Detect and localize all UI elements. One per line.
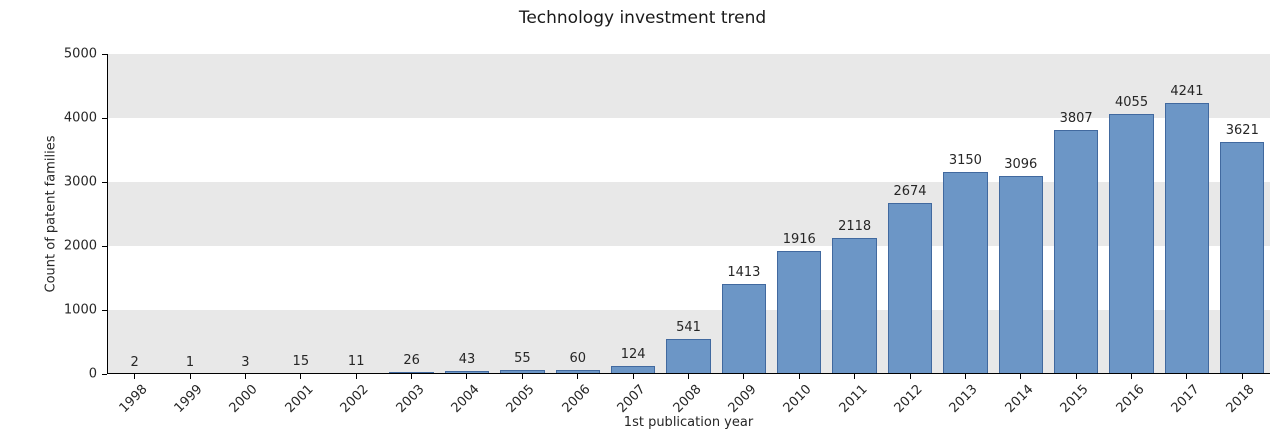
y-tick-label: 2000	[63, 238, 97, 254]
y-tick-mark	[102, 53, 107, 55]
x-tick-label: 2006	[559, 382, 594, 417]
bar	[1054, 130, 1099, 374]
x-tick-label: 2016	[1113, 382, 1148, 417]
x-tick-label: 2004	[448, 382, 483, 417]
bar-value-label: 26	[403, 353, 420, 369]
x-tick-mark	[688, 374, 689, 379]
bar	[1109, 114, 1154, 374]
bar	[777, 251, 822, 374]
bar-value-label: 15	[292, 354, 310, 370]
y-tick-label: 4000	[63, 110, 97, 126]
bar	[1220, 142, 1265, 374]
x-tick-label: 2013	[946, 382, 981, 417]
x-tick-mark	[134, 374, 136, 379]
bar	[998, 175, 1043, 374]
bar-value-label: 2	[130, 354, 139, 370]
chart-title: Technology investment trend	[518, 8, 767, 28]
x-tick-label: 2009	[725, 382, 760, 417]
bar-value-label: 2118	[838, 219, 872, 235]
x-tick-mark	[964, 374, 966, 379]
y-axis-label: Count of patent families	[43, 135, 59, 293]
x-tick-mark	[300, 374, 302, 379]
bar-value-label: 55	[514, 351, 531, 367]
x-axis-spine	[107, 373, 1270, 374]
bar-value-label: 541	[676, 320, 701, 336]
x-tick-label: 2001	[282, 382, 317, 417]
x-tick-mark	[854, 374, 856, 379]
x-tick-label: 2002	[337, 382, 372, 417]
plot-area: 0 1000 2000 3000 4000 5000 2 1998 1 1999 3 2000 15 20…	[64, 47, 1270, 416]
x-tick-mark	[1020, 374, 1022, 379]
bar-value-label: 1916	[782, 232, 816, 248]
x-tick-mark	[521, 374, 523, 379]
bar-value-label: 3150	[948, 153, 982, 169]
x-tick-mark	[1241, 374, 1243, 379]
y-tick-label: 1000	[63, 302, 97, 318]
bar-value-label: 2674	[893, 183, 927, 199]
bar-value-label: 3807	[1059, 111, 1093, 127]
x-tick-mark	[1186, 374, 1188, 379]
x-tick-mark	[632, 374, 634, 379]
x-tick-mark	[577, 374, 579, 379]
y-tick-label: 0	[88, 366, 97, 382]
bar-value-label: 3096	[1004, 156, 1038, 172]
bar	[832, 238, 877, 374]
grid-band	[107, 54, 1270, 118]
x-tick-label: 2003	[393, 382, 428, 417]
bar-value-label: 4055	[1115, 95, 1149, 111]
bar	[943, 172, 988, 374]
y-tick-mark	[102, 245, 107, 247]
bar	[555, 370, 600, 374]
bar-value-label: 43	[458, 352, 476, 368]
bar	[610, 366, 656, 374]
bar	[887, 202, 933, 374]
x-tick-mark	[189, 374, 191, 379]
x-tick-label: 2008	[670, 382, 705, 417]
y-axis-spine	[107, 54, 108, 374]
y-tick-mark	[102, 117, 107, 119]
bar-value-label: 1413	[727, 264, 761, 280]
x-tick-mark	[244, 374, 246, 379]
x-tick-mark	[909, 374, 911, 379]
bar-value-label: 60	[569, 351, 587, 367]
x-tick-label: 2000	[227, 382, 262, 417]
x-tick-mark	[355, 374, 357, 379]
x-tick-mark	[1131, 374, 1133, 379]
x-tick-mark	[411, 374, 413, 379]
x-tick-label: 2005	[503, 382, 538, 417]
bar-value-label: 3	[241, 354, 250, 370]
x-tick-mark	[466, 374, 468, 379]
bar-value-label: 4241	[1170, 83, 1204, 99]
x-tick-label: 2007	[614, 382, 649, 417]
x-axis-label: 1st publication year	[623, 415, 754, 430]
bar	[444, 371, 490, 374]
bar	[721, 283, 767, 374]
bar-value-label: 11	[347, 354, 365, 370]
bar-value-label: 1	[185, 354, 195, 370]
bar-value-label: 3621	[1225, 123, 1259, 139]
x-tick-label: 2017	[1168, 382, 1203, 417]
x-tick-mark	[798, 374, 800, 379]
x-tick-label: 2015	[1057, 382, 1092, 417]
x-tick-label: 1999	[171, 382, 206, 417]
x-tick-label: 2011	[836, 382, 871, 417]
y-tick-mark	[102, 373, 107, 375]
y-tick-label: 3000	[63, 174, 97, 190]
y-tick-label: 5000	[63, 46, 97, 62]
x-tick-mark	[1075, 374, 1077, 379]
y-tick-mark	[102, 309, 107, 311]
x-tick-label: 2010	[780, 382, 815, 417]
x-tick-label: 1998	[116, 382, 151, 417]
bar	[1164, 102, 1210, 374]
bar	[500, 370, 545, 374]
x-tick-label: 2018	[1223, 382, 1258, 417]
x-tick-mark	[743, 374, 745, 379]
bar	[666, 339, 711, 374]
bar-value-label: 124	[620, 347, 646, 363]
x-tick-label: 2012	[891, 382, 926, 417]
x-tick-label: 2014	[1002, 382, 1037, 417]
y-tick-mark	[102, 181, 107, 183]
